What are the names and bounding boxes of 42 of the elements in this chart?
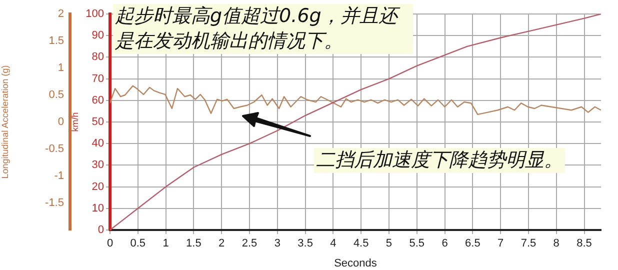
x-tick-label: 8 xyxy=(553,238,560,250)
y-tick-label: 20 xyxy=(92,180,104,193)
annotation: 二挡后加速度下降趋势明显。 xyxy=(314,148,565,173)
annotation: 起步时最高g值超过0.6g，并且还是在发动机输出的情况下。 xyxy=(113,4,413,54)
y2-tick-label: 1 xyxy=(58,62,64,74)
x-tick-label: 3.5 xyxy=(298,238,313,250)
y-tick-label: 30 xyxy=(92,159,104,172)
x-tick-label: 0.5 xyxy=(130,238,146,250)
y2-tick-label: -1.5 xyxy=(45,197,64,210)
y2-tick-label: -1 xyxy=(54,170,64,182)
x-tick-label: 1.5 xyxy=(186,238,202,250)
y-tick-label: 100 xyxy=(86,8,104,20)
y2-tick-label: 0 xyxy=(58,116,64,128)
y2-tick-label: -0.5 xyxy=(45,143,64,156)
y2-tick-label: 1.5 xyxy=(48,35,64,48)
y2-tick-label: 2 xyxy=(58,8,64,20)
y-axis-title: km/h xyxy=(70,112,80,132)
x-tick-label: 8.5 xyxy=(576,238,592,250)
x-tick-label: 2.5 xyxy=(242,238,258,250)
y2-axis-title: Longitudinal Acceleration (g) xyxy=(0,65,10,179)
x-tick-label: 6 xyxy=(442,238,448,250)
x-tick-label: 6.5 xyxy=(465,238,480,250)
x-tick-label: 3 xyxy=(274,238,280,250)
x-tick-label: 5 xyxy=(386,238,392,250)
y-tick-label: 90 xyxy=(92,30,104,42)
x-tick-label: 5.5 xyxy=(409,238,425,250)
y-tick-label: 0 xyxy=(98,224,104,236)
y-tick-label: 40 xyxy=(92,138,104,150)
y-tick-label: 70 xyxy=(92,72,104,85)
x-tick-label: 7.5 xyxy=(520,238,536,250)
x-tick-label: 4.5 xyxy=(353,238,369,250)
y2-tick-label: 0.5 xyxy=(48,89,64,102)
x-tick-label: 2 xyxy=(218,238,225,250)
x-tick-label: 1 xyxy=(162,238,169,250)
x-tick-label: 4 xyxy=(330,238,336,250)
y-tick-label: 80 xyxy=(92,51,104,64)
y-tick-label: 50 xyxy=(92,116,104,128)
y-tick-label: 10 xyxy=(92,202,104,214)
x-tick-label: 0 xyxy=(106,238,114,250)
y-tick-label: 60 xyxy=(92,94,104,106)
x-axis-title: Seconds xyxy=(334,257,378,270)
x-tick-label: 7 xyxy=(498,238,504,250)
